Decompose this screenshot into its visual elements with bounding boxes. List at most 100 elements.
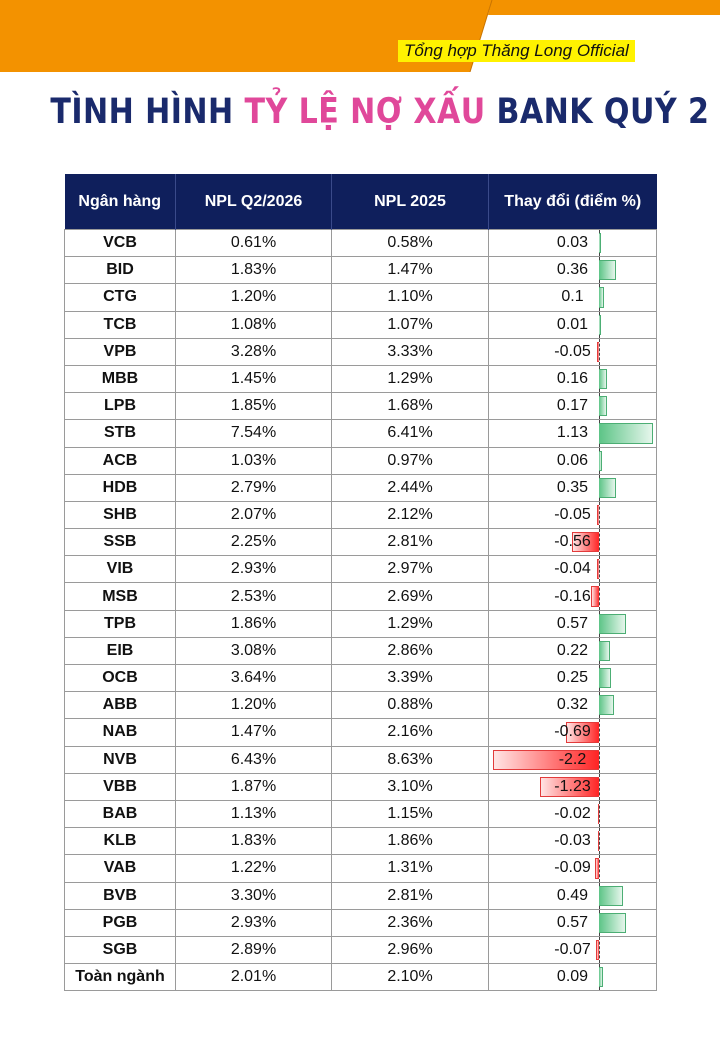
bank-cell: OCB [64, 663, 176, 693]
change-bar [599, 314, 601, 335]
change-value: 0.03 [556, 234, 589, 252]
table-body: VCB 0.61% 0.58% 0.03 BID 1.83% 1.47% 0.36 CTG 1.2… [64, 228, 657, 992]
table-row: VAB 1.22% 1.31% -0.09 [64, 854, 657, 883]
change-value: -0.03 [554, 832, 591, 850]
change-bar [597, 831, 599, 852]
npl-q2-cell: 7.54% [175, 419, 332, 448]
title-part-1: TÌNH HÌNH [50, 92, 245, 132]
change-value: -0.09 [554, 859, 591, 877]
bar-axis [599, 773, 600, 800]
npl-2025-cell: 0.97% [331, 446, 489, 475]
table-row: BID 1.83% 1.47% 0.36 [64, 256, 657, 285]
npl-q2-cell: 1.86% [175, 609, 332, 638]
change-value: -2.2 [558, 750, 587, 768]
npl-q2-cell: 1.47% [175, 718, 332, 747]
npl-q2-cell: 1.20% [175, 283, 332, 312]
change-cell: -0.07 [488, 935, 657, 965]
npl-q2-cell: 1.83% [175, 256, 332, 285]
table-row: TPB 1.86% 1.29% 0.57 [64, 609, 657, 638]
npl-q2-cell: 3.28% [175, 337, 332, 366]
npl-2025-cell: 2.69% [331, 582, 489, 611]
change-cell: 0.17 [488, 392, 657, 421]
table-row: NVB 6.43% 8.63% -2.2 [64, 745, 657, 774]
npl-2025-cell: 2.10% [331, 963, 489, 992]
header-banner [0, 0, 720, 72]
change-value: 0.01 [556, 315, 589, 333]
npl-2025-cell: 1.29% [331, 609, 489, 638]
change-cell: 1.13 [488, 419, 657, 448]
table-row: STB 7.54% 6.41% 1.13 [64, 419, 657, 448]
npl-2025-cell: 2.97% [331, 555, 489, 584]
change-cell: -2.2 [488, 745, 657, 774]
change-bar [599, 885, 623, 906]
bank-cell: BID [64, 256, 176, 285]
table-row: SGB 2.89% 2.96% -0.07 [64, 935, 657, 965]
table-row: MBB 1.45% 1.29% 0.16 [64, 364, 657, 394]
bank-cell: CTG [64, 283, 176, 312]
npl-q2-cell: 1.08% [175, 310, 332, 339]
npl-q2-cell: 2.25% [175, 528, 332, 557]
bank-cell: HDB [64, 473, 176, 502]
bank-cell: VAB [64, 854, 176, 883]
table-row: VIB 2.93% 2.97% -0.04 [64, 555, 657, 584]
npl-q2-cell: 3.08% [175, 636, 332, 666]
npl-q2-cell: 1.22% [175, 854, 332, 883]
table-row: VCB 0.61% 0.58% 0.03 [64, 228, 657, 258]
change-cell: 0.49 [488, 881, 657, 910]
change-value: -0.04 [554, 560, 591, 578]
bank-cell: PGB [64, 908, 176, 937]
change-bar [596, 504, 599, 526]
change-cell: -1.23 [488, 772, 657, 801]
change-bar [599, 396, 608, 417]
change-bar [591, 586, 599, 607]
table-row: SSB 2.25% 2.81% -0.56 [64, 528, 657, 557]
change-cell: 0.16 [488, 364, 657, 394]
npl-q2-cell: 1.87% [175, 772, 332, 801]
table-row: Toàn ngành 2.01% 2.10% 0.09 [64, 963, 657, 992]
npl-2025-cell: 1.29% [331, 364, 489, 394]
change-cell: -0.69 [488, 718, 657, 747]
change-bar [599, 233, 601, 254]
bar-axis [599, 936, 600, 964]
npl-2025-cell: 2.96% [331, 935, 489, 965]
table-row: BVB 3.30% 2.81% 0.49 [64, 881, 657, 910]
npl-q2-cell: 1.83% [175, 827, 332, 856]
change-value: 0.32 [556, 696, 589, 714]
table-row: KLB 1.83% 1.86% -0.03 [64, 827, 657, 856]
change-bar [599, 423, 654, 444]
change-bar [539, 776, 599, 797]
change-cell: -0.56 [488, 528, 657, 557]
change-cell: -0.05 [488, 500, 657, 530]
change-bar [599, 450, 602, 471]
change-cell: 0.09 [488, 963, 657, 992]
change-cell: -0.04 [488, 555, 657, 584]
change-value: 0.57 [556, 614, 589, 632]
table-row: MSB 2.53% 2.69% -0.16 [64, 582, 657, 611]
npl-q2-cell: 6.43% [175, 745, 332, 774]
npl-q2-cell: 3.64% [175, 663, 332, 693]
npl-2025-cell: 2.81% [331, 528, 489, 557]
credit-label: Tổng hợp Thăng Long Official [398, 40, 635, 62]
table-row: ABB 1.20% 0.88% 0.32 [64, 691, 657, 720]
change-value: -0.05 [554, 342, 591, 360]
change-value: 0.49 [556, 886, 589, 904]
change-bar [599, 912, 627, 933]
bank-cell: VCB [64, 228, 176, 258]
npl-2025-cell: 8.63% [331, 745, 489, 774]
bar-axis [599, 746, 600, 773]
npl-2025-cell: 1.47% [331, 256, 489, 285]
bank-cell: VPB [64, 337, 176, 366]
bank-cell: BAB [64, 799, 176, 829]
change-bar [599, 368, 607, 390]
change-bar [599, 260, 617, 281]
change-cell: 0.25 [488, 663, 657, 693]
bar-axis [599, 501, 600, 529]
header-bank: Ngân hàng [64, 174, 176, 230]
change-bar [597, 559, 599, 580]
change-value: -0.07 [554, 940, 591, 958]
change-bar [599, 287, 604, 308]
change-cell: -0.16 [488, 582, 657, 611]
bar-axis [599, 529, 600, 556]
npl-2025-cell: 2.44% [331, 473, 489, 502]
change-cell: 0.57 [488, 609, 657, 638]
